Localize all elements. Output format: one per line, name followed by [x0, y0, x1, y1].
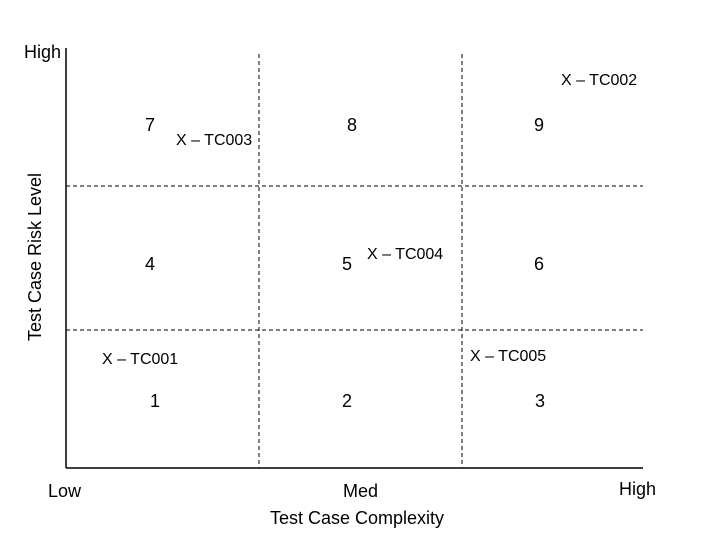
test-case-tc003: X – TC003 — [176, 132, 253, 149]
test-case-tc004: X – TC004 — [367, 246, 444, 263]
test-case-tc005: X – TC005 — [470, 348, 547, 365]
y-axis-high-label: High — [24, 42, 62, 62]
x-axis-low-label: Low — [48, 481, 82, 501]
cell-3-label: 3 — [535, 391, 546, 411]
x-axis-med-label: Med — [343, 481, 379, 501]
test-case-tc001: X – TC001 — [102, 351, 179, 368]
cell-1-label: 1 — [150, 391, 161, 411]
test-case-tc002: X – TC002 — [561, 72, 638, 89]
cell-9-label: 9 — [534, 115, 545, 135]
x-axis-title: Test Case Complexity — [270, 508, 445, 528]
y-axis-title: Test Case Risk Level — [25, 172, 45, 342]
cell-8-label: 8 — [347, 115, 358, 135]
cell-6-label: 6 — [534, 254, 545, 274]
cell-7-label: 7 — [145, 115, 156, 135]
x-axis-high-label: High — [619, 479, 657, 499]
cell-5-label: 5 — [342, 254, 353, 274]
cell-2-label: 2 — [342, 391, 353, 411]
cell-4-label: 4 — [145, 254, 156, 274]
